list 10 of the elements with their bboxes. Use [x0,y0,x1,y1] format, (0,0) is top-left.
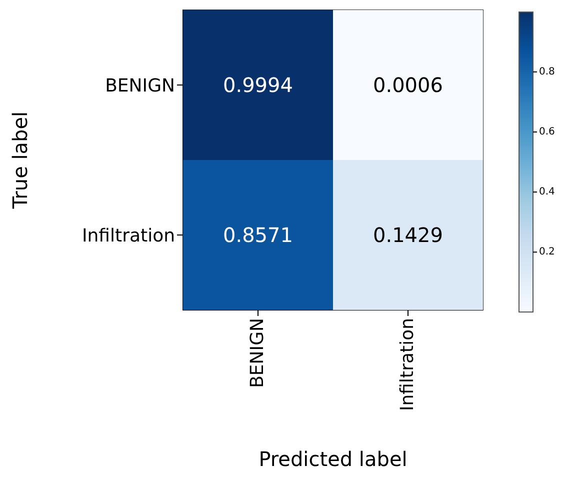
color-bar-label: 0.8 [539,66,555,78]
color-bar-label: 0.6 [539,126,555,138]
data-label: 0.9994 [223,73,293,97]
x-axis-title: Predicted label [258,447,408,471]
data-label: 0.0006 [373,73,443,97]
color-bar-label: 0.4 [539,186,555,198]
data-label: 0.8571 [223,223,293,247]
y-axis-title: True label [8,111,32,210]
color-bar-label: 0.2 [539,246,555,258]
data-label: 0.1429 [373,223,443,247]
